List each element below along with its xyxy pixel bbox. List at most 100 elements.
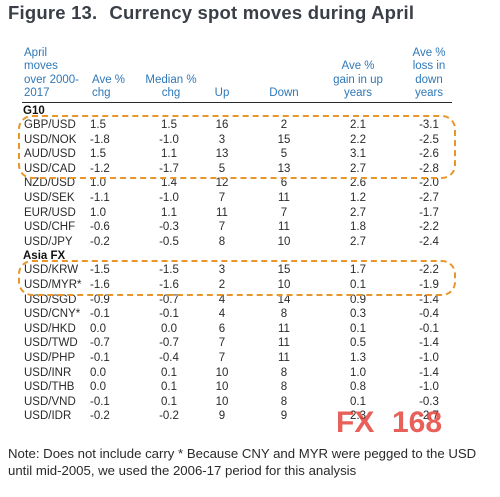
cell-ave-gain: 0.1 <box>350 395 366 408</box>
cell-up: 10 <box>215 381 229 394</box>
cell-down: 7 <box>280 206 288 219</box>
cell-ave-gain: 1.0 <box>350 366 366 379</box>
cell-up: 7 <box>218 351 226 364</box>
cell-ave-gain: 2.1 <box>350 119 366 131</box>
table-row: GBP/USD 1.5 1.5 16 2 2.1 -3.1 <box>22 118 452 133</box>
cell-ave-loss: -1.9 <box>419 278 439 291</box>
figure-number: Figure 13. <box>8 2 98 23</box>
cell-ave-chg: 0.0 <box>90 381 106 394</box>
cell-pair: USD/TWD <box>24 337 78 350</box>
cell-down: 10 <box>277 235 291 248</box>
cell-pair: USD/PHP <box>24 351 76 364</box>
cell-pair: USD/IDR <box>24 410 72 423</box>
cell-median-chg: -1.5 <box>159 264 179 277</box>
header-ave-gain-line: gain in up <box>333 73 383 86</box>
header-ave-chg: Ave % chg <box>92 74 136 100</box>
cell-pair: USD/SEK <box>24 191 75 204</box>
cell-median-chg: -0.5 <box>159 235 179 248</box>
cell-up: 11 <box>216 206 228 219</box>
cell-up: 3 <box>218 264 226 277</box>
cell-ave-chg: -1.6 <box>90 278 110 291</box>
section-heading: G10 <box>23 105 45 117</box>
header-ave-loss-line: down <box>415 73 443 86</box>
table-row: NZD/USD 1.0 1.4 12 6 2.6 -2.0 <box>22 176 452 191</box>
cell-median-chg: -0.7 <box>159 337 179 350</box>
table-row: USD/VND -0.1 0.1 10 8 0.1 -0.3 <box>22 395 452 410</box>
cell-up: 13 <box>215 148 229 161</box>
cell-ave-chg: 1.5 <box>90 119 106 131</box>
table-row: USD/HKD 0.0 0.0 6 11 0.1 -0.1 <box>22 322 452 337</box>
table-row: USD/KRW -1.5 -1.5 3 15 1.7 -2.2 <box>22 263 452 278</box>
header-pair-line: 2017 <box>24 86 50 99</box>
cell-ave-gain: 0.3 <box>350 308 366 321</box>
table-body: G10 GBP/USD 1.5 1.5 16 2 2.1 -3.1 USD/NOK -1.8 -1.… <box>22 103 452 424</box>
cell-up: 8 <box>218 235 226 248</box>
cell-up: 6 <box>218 322 226 335</box>
cell-up: 12 <box>215 177 229 190</box>
header-pair-line: over 2000- <box>24 73 79 86</box>
cell-ave-chg: 0.0 <box>90 322 106 335</box>
cell-pair: EUR/USD <box>24 206 76 219</box>
cell-down: 11 <box>278 191 290 204</box>
cell-median-chg: 1.1 <box>161 148 177 161</box>
table-row: USD/SGD -0.9 -0.7 4 14 0.9 -1.4 <box>22 293 452 308</box>
cell-ave-loss: -1.0 <box>419 351 439 364</box>
header-down: Down <box>264 87 304 100</box>
table-row: USD/MYR* -1.6 -1.6 2 10 0.1 -1.9 <box>22 278 452 293</box>
table-row: USD/CHF -0.6 -0.3 7 11 1.8 -2.2 <box>22 220 452 235</box>
cell-down: 5 <box>280 148 288 161</box>
cell-ave-gain: 2.2 <box>350 133 366 146</box>
cell-ave-gain: 0.5 <box>350 337 366 350</box>
currency-table: April moves over 2000- 2017 Ave % chg Median %… <box>18 40 456 424</box>
cell-up: 5 <box>218 162 226 175</box>
cell-up: 4 <box>218 308 226 321</box>
cell-median-chg: -1.0 <box>159 191 179 204</box>
cell-ave-loss: -1.0 <box>419 381 439 394</box>
header-down-line: Down <box>269 86 299 99</box>
cell-ave-loss: -2.4 <box>419 235 439 248</box>
cell-ave-gain: 0.1 <box>350 278 366 291</box>
table-row: USD/IDR -0.2 -0.2 9 9 2.3 -2.7 <box>22 409 452 424</box>
header-median-chg-line: Median % <box>145 73 197 86</box>
table-row: USD/PHP -0.1 -0.4 7 11 1.3 -1.0 <box>22 351 452 366</box>
footnote: Note: Does not include carry * Because C… <box>8 446 477 478</box>
cell-ave-loss: -1.4 <box>419 366 439 379</box>
cell-median-chg: -0.4 <box>159 351 179 364</box>
figure-title-text: Currency spot moves during April <box>109 2 415 23</box>
table-row: USD/THB 0.0 0.1 10 8 0.8 -1.0 <box>22 380 452 395</box>
cell-up: 7 <box>218 191 226 204</box>
cell-median-chg: 0.0 <box>161 322 177 335</box>
cell-ave-chg: 1.0 <box>90 206 106 219</box>
cell-median-chg: 1.4 <box>161 177 177 190</box>
cell-pair: AUD/USD <box>24 148 76 161</box>
cell-pair: USD/CAD <box>24 162 76 175</box>
cell-ave-loss: -2.7 <box>419 410 439 423</box>
cell-pair: USD/VND <box>24 395 76 408</box>
cell-pair: USD/CHF <box>24 221 76 234</box>
cell-pair: USD/JPY <box>24 235 73 248</box>
cell-ave-chg: -1.2 <box>90 162 110 175</box>
cell-ave-gain: 2.7 <box>350 162 366 175</box>
cell-ave-loss: -2.8 <box>419 162 439 175</box>
cell-pair: GBP/USD <box>24 119 76 131</box>
cell-ave-chg: -1.5 <box>90 264 110 277</box>
cell-up: 2 <box>218 278 226 291</box>
cell-ave-loss: -2.5 <box>419 133 439 146</box>
header-pair-line: moves <box>24 60 58 73</box>
header-ave-loss-line: Ave % <box>412 47 446 60</box>
cell-down: 8 <box>280 395 288 408</box>
cell-ave-chg: -0.7 <box>90 337 110 350</box>
table-row: USD/CNY* -0.1 -0.1 4 8 0.3 -0.4 <box>22 307 452 322</box>
cell-ave-chg: -1.1 <box>90 191 110 204</box>
cell-pair: USD/NOK <box>24 133 77 146</box>
cell-up: 10 <box>215 366 229 379</box>
cell-ave-gain: 1.2 <box>350 191 366 204</box>
cell-up: 4 <box>218 293 226 306</box>
cell-ave-loss: -2.7 <box>419 191 439 204</box>
figure-title: Figure 13. Currency spot moves during Apr… <box>8 2 414 30</box>
cell-down: 8 <box>280 366 288 379</box>
cell-median-chg: -0.1 <box>159 308 179 321</box>
header-ave-gain-line: years <box>343 86 373 99</box>
header-ave-chg-line: chg <box>92 86 111 99</box>
cell-ave-loss: -0.3 <box>419 395 439 408</box>
